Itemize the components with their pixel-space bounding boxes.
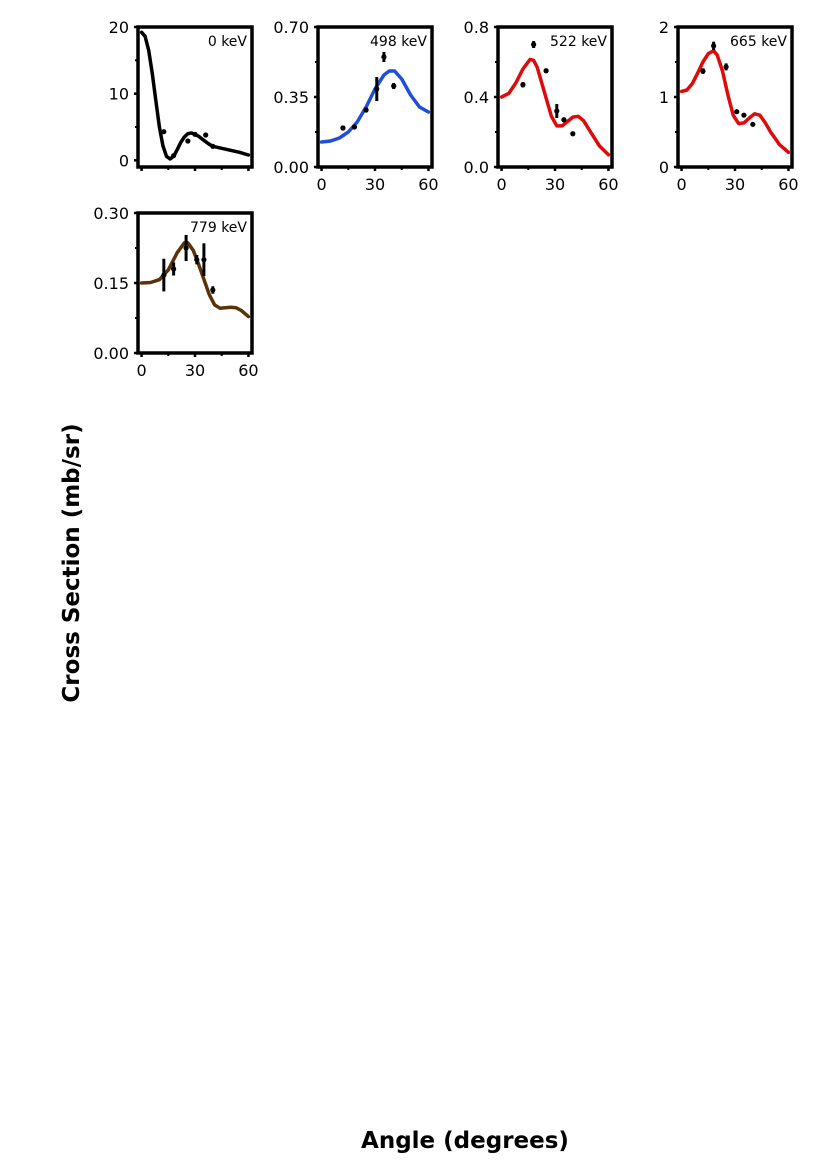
data-point xyxy=(531,41,537,48)
data-point xyxy=(183,245,189,251)
y-tick-label: 0.00 xyxy=(273,158,309,177)
x-tick-label: 60 xyxy=(238,361,258,380)
x-tick-label: 30 xyxy=(725,175,745,194)
data-point xyxy=(351,124,358,130)
y-tick-label: 0.70 xyxy=(273,18,309,37)
panel-1: 0 10 20 0 keV xyxy=(109,18,254,171)
y-tick-label: 20 xyxy=(109,18,129,37)
data-point xyxy=(203,132,209,138)
fit-curve xyxy=(679,49,791,155)
energy-label: 522 keV xyxy=(550,34,607,50)
x-tick-label: 60 xyxy=(778,175,798,194)
y-tick-label: 0.00 xyxy=(93,344,129,363)
y-tick-label: 0.35 xyxy=(273,88,309,107)
x-tick-label: 30 xyxy=(545,175,565,194)
data-point xyxy=(171,153,177,159)
y-tick-label: 0.8 xyxy=(464,18,489,37)
data-point xyxy=(570,131,576,137)
data-point xyxy=(161,272,167,278)
data-point xyxy=(734,109,740,115)
energy-label: 498 keV xyxy=(370,34,427,50)
x-tick-label: 30 xyxy=(365,175,385,194)
y-tick-label: 0 xyxy=(119,151,129,170)
data-point xyxy=(161,129,167,135)
data-point xyxy=(363,107,369,113)
data-point xyxy=(750,121,756,127)
y-tick-label: 0 xyxy=(659,158,669,177)
energy-label: 779 keV xyxy=(190,220,247,236)
data-point xyxy=(194,257,200,263)
y-tick-label: 0.30 xyxy=(93,204,129,223)
data-point xyxy=(201,257,207,263)
data-point xyxy=(374,86,380,92)
data-point xyxy=(543,68,549,74)
x-tick-label: 0 xyxy=(316,175,326,194)
fit-curve xyxy=(499,57,611,157)
data-point xyxy=(711,43,717,49)
panel-5: 0.00 0.15 0.30 0 30 60 779 keV xyxy=(93,204,258,380)
data-point xyxy=(192,131,198,137)
data-point xyxy=(391,83,397,89)
fit-curve xyxy=(139,241,251,319)
x-tick-label: 60 xyxy=(598,175,618,194)
data-point xyxy=(520,82,526,88)
y-tick-label: 0.0 xyxy=(464,158,489,177)
fit-curve xyxy=(319,69,431,144)
x-tick-label: 60 xyxy=(418,175,438,194)
data-point xyxy=(554,108,560,114)
data-point xyxy=(700,68,706,74)
energy-label: 665 keV xyxy=(730,34,787,50)
x-axis-label: Angle (degrees) xyxy=(361,1128,569,1154)
x-tick-label: 0 xyxy=(496,175,506,194)
x-tick-label: 0 xyxy=(136,361,146,380)
data-point xyxy=(210,287,216,293)
x-tick-label: 0 xyxy=(676,175,686,194)
data-point xyxy=(723,64,729,70)
data-point xyxy=(340,125,346,131)
data-point xyxy=(171,266,177,272)
y-tick-label: 0.15 xyxy=(93,274,129,293)
y-tick-label: 1 xyxy=(659,88,669,107)
y-tick-label: 10 xyxy=(109,85,129,104)
data-point xyxy=(741,112,747,118)
y-tick-label: 2 xyxy=(659,18,669,37)
panel-3: 0.0 0.4 0.8 0 30 60 522 keV xyxy=(464,18,619,194)
data-point xyxy=(561,117,567,123)
x-tick-label: 30 xyxy=(185,361,205,380)
y-tick-label: 0.4 xyxy=(464,88,489,107)
data-point xyxy=(185,138,191,144)
panel-2: 0.00 0.35 0.70 0 30 60 498 keV xyxy=(273,18,438,194)
data-point xyxy=(381,54,387,60)
panel-4: 0 1 2 0 30 60 665 keV xyxy=(659,18,799,194)
y-axis-label: Cross Section (mb/sr) xyxy=(59,423,85,703)
data-point xyxy=(210,143,216,149)
energy-label: 0 keV xyxy=(208,34,248,50)
fit-curve xyxy=(139,30,251,161)
